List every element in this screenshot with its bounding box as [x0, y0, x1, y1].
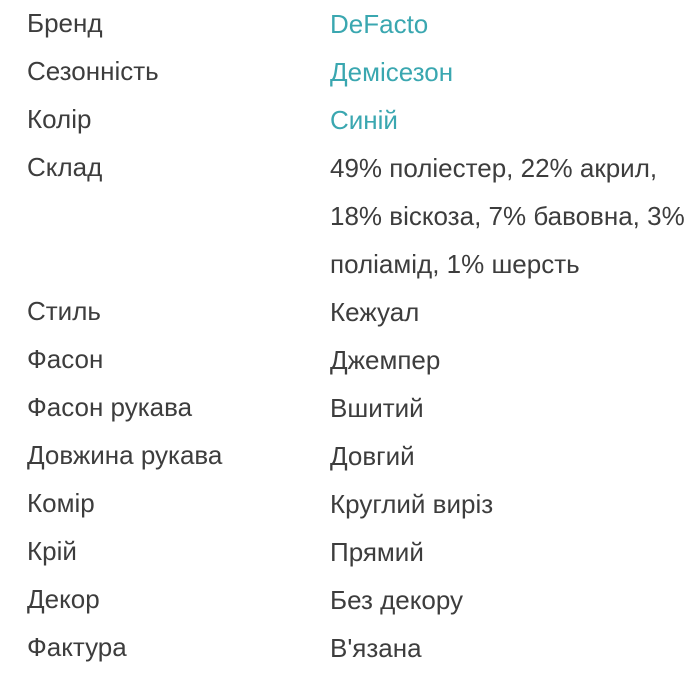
spec-row-decor: Декор Без декору: [0, 576, 695, 624]
spec-row-style: Стиль Кежуал: [0, 288, 695, 336]
spec-label: Фасон рукава: [27, 392, 193, 422]
spec-label: Довжина рукава: [27, 440, 223, 470]
spec-value-link[interactable]: Синій: [330, 105, 398, 135]
spec-value: В'язана: [330, 633, 422, 663]
spec-row-composition: Склад 49% поліестер, 22% акрил, 18% віск…: [0, 144, 695, 288]
spec-row-sleeve-style: Фасон рукава Вшитий: [0, 384, 695, 432]
spec-row-fit: Фасон Джемпер: [0, 336, 695, 384]
spec-label: Фасон: [27, 344, 104, 374]
spec-value-link[interactable]: DeFacto: [330, 9, 429, 39]
spec-label: Сезонність: [27, 56, 159, 86]
spec-label: Бренд: [27, 8, 103, 38]
spec-value: 49% поліестер, 22% акрил, 18% віскоза, 7…: [330, 153, 685, 279]
spec-value: Вшитий: [330, 393, 424, 423]
spec-label: Склад: [27, 152, 103, 182]
spec-label: Декор: [27, 584, 100, 614]
spec-value: Довгий: [330, 441, 415, 471]
spec-label: Колір: [27, 104, 92, 134]
spec-value: Кежуал: [330, 297, 420, 327]
spec-value: Джемпер: [330, 345, 441, 375]
spec-row-texture: Фактура В'язана: [0, 624, 695, 672]
spec-label: Крій: [27, 536, 77, 566]
spec-label: Стиль: [27, 296, 101, 326]
spec-row-cut: Крій Прямий: [0, 528, 695, 576]
spec-value: Круглий виріз: [330, 489, 494, 519]
spec-row-brand: Бренд DeFacto: [0, 0, 695, 48]
spec-label: Комір: [27, 488, 95, 518]
spec-row-sleeve-length: Довжина рукава Довгий: [0, 432, 695, 480]
spec-value: Прямий: [330, 537, 424, 567]
spec-row-collar: Комір Круглий виріз: [0, 480, 695, 528]
spec-label: Фактура: [27, 632, 127, 662]
spec-row-season: Сезонність Демісезон: [0, 48, 695, 96]
spec-row-color: Колір Синій: [0, 96, 695, 144]
spec-value: Без декору: [330, 585, 464, 615]
spec-value-link[interactable]: Демісезон: [330, 57, 454, 87]
